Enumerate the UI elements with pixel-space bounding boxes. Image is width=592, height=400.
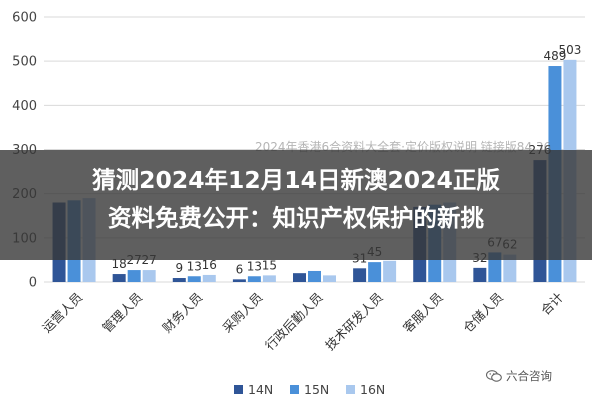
data-label: 9 [175, 261, 183, 275]
bar-15N [368, 262, 382, 282]
bar-14N [473, 267, 487, 282]
bar-14N [232, 279, 246, 282]
category-label: 合计 [538, 290, 566, 318]
bar-16N [383, 260, 397, 282]
watermark: 六合咨询 [486, 368, 552, 384]
data-label: 13 [247, 259, 262, 273]
legend-label: 15N [304, 382, 329, 397]
legend: 14N 15N 16N [234, 382, 385, 397]
category-label: 技术研发人员 [322, 290, 386, 354]
data-label: 18 [112, 257, 127, 271]
bar-14N [353, 268, 367, 282]
watermark-brand: 六合咨询 [506, 369, 552, 383]
data-label: 15 [262, 258, 277, 272]
y-tick-label: 500 [12, 55, 37, 70]
bar-15N [127, 270, 141, 282]
legend-swatch [346, 385, 355, 394]
data-label: 13 [187, 259, 202, 273]
overlay-title-line2: 资料免费公开：知识产权保护的新挑 [108, 204, 484, 232]
title-overlay [0, 150, 592, 260]
category-label: 管理人员 [99, 290, 145, 336]
bar-16N [503, 254, 517, 282]
bar-16N [323, 275, 336, 282]
bar-16N [202, 274, 216, 282]
y-tick-label: 400 [12, 99, 37, 114]
legend-swatch [234, 385, 243, 394]
data-label: 6 [236, 262, 244, 276]
bar-14N [112, 274, 126, 282]
data-label: 16 [202, 258, 217, 272]
bar-15N [247, 276, 261, 282]
overlay-title: 猜测2024年12月14日新澳2024正版 资料免费公开：知识产权保护的新挑 [0, 161, 592, 237]
bar-15N [187, 276, 201, 282]
bar-14N [293, 273, 306, 282]
category-label: 行政后勤人员 [262, 290, 326, 354]
category-label: 财务人员 [159, 290, 205, 336]
overlay-title-line1: 猜测2024年12月14日新澳2024正版 [92, 166, 500, 194]
legend-label: 16N [360, 382, 385, 397]
category-label: 仓储人员 [460, 290, 506, 336]
bar-15N [308, 270, 321, 282]
legend-label: 14N [248, 382, 273, 397]
data-label: 503 [558, 43, 581, 57]
bar-14N [172, 278, 186, 282]
bar-16N [262, 275, 276, 282]
y-tick-label: 600 [12, 11, 37, 26]
data-label: 489 [543, 49, 566, 63]
category-label: 客服人员 [400, 290, 446, 336]
category-label: 运营人员 [39, 290, 85, 336]
category-label: 采购人员 [220, 290, 266, 336]
bar-16N [142, 270, 156, 282]
y-tick-label: 0 [29, 276, 37, 291]
legend-swatch [290, 385, 299, 394]
wechat-icon [486, 370, 502, 382]
